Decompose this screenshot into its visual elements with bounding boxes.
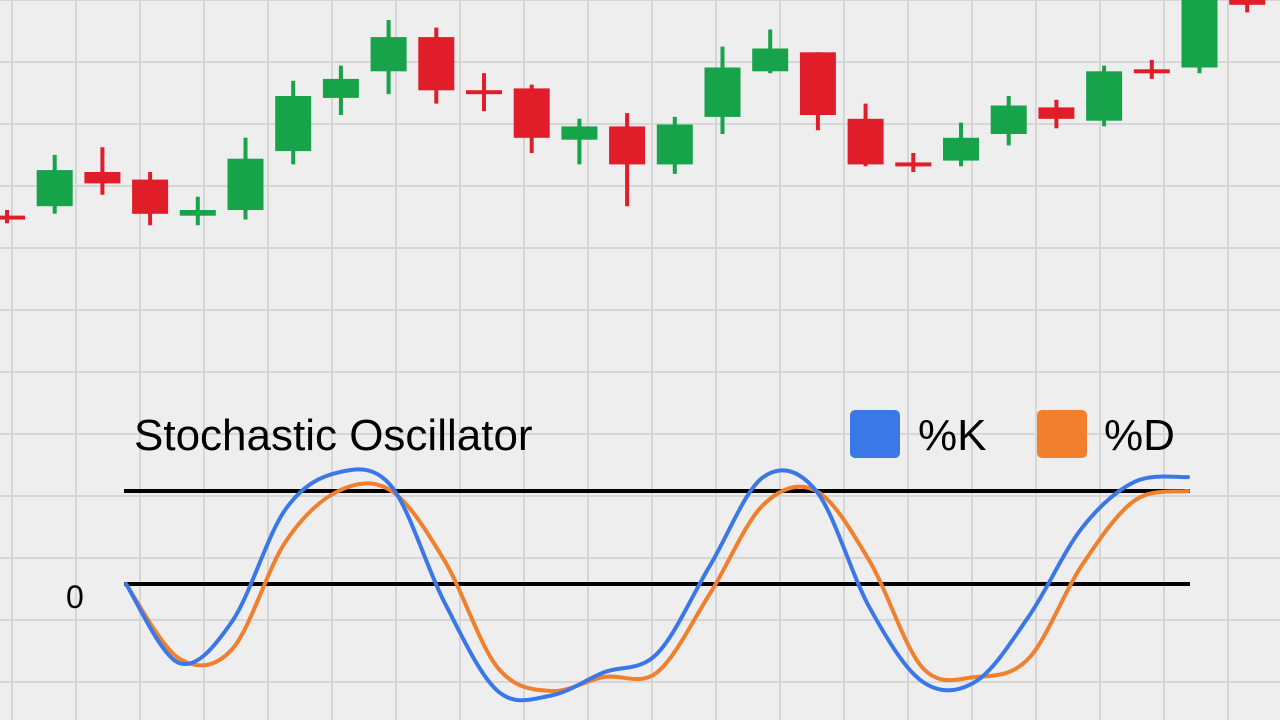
candlestick-series — [0, 0, 1266, 226]
candle-bullish — [943, 122, 979, 167]
series-line-d — [124, 481, 1190, 694]
candle-body — [1038, 107, 1075, 119]
candle-body — [799, 52, 836, 115]
candle-body — [943, 137, 979, 161]
candle-body — [1181, 0, 1218, 68]
candle-body — [227, 158, 264, 210]
candle-bullish — [561, 118, 598, 165]
candle-body — [895, 162, 932, 167]
candle-bearish — [466, 73, 502, 112]
y-tick-label-zero: 0 — [66, 579, 84, 615]
candle-bullish — [179, 196, 216, 226]
candle-bearish — [1038, 99, 1075, 129]
candle-body — [1229, 0, 1266, 5]
legend-swatch-d — [1037, 410, 1087, 458]
candle-body — [704, 67, 741, 117]
candle-bearish — [609, 113, 646, 207]
candle-body — [1133, 69, 1170, 74]
candle-body — [322, 78, 359, 98]
candle-bullish — [322, 65, 359, 115]
candle-bearish — [0, 210, 25, 224]
candle-bearish — [847, 103, 884, 167]
candle-bearish — [418, 27, 455, 104]
candle-body — [466, 90, 502, 95]
candle-bullish — [370, 20, 407, 95]
candle-bearish — [513, 84, 550, 153]
candle-body — [656, 124, 693, 165]
candle-bearish — [84, 147, 121, 195]
candle-body — [1086, 71, 1123, 121]
candle-bearish — [799, 52, 836, 131]
candle-body — [847, 118, 884, 165]
candle-body — [418, 37, 455, 91]
legend-label-k: %K — [918, 411, 986, 460]
candle-bullish — [36, 154, 73, 214]
candle-body — [609, 126, 646, 165]
legend-label-d: %D — [1104, 411, 1175, 460]
candle-bearish — [132, 172, 169, 226]
candle-body — [561, 126, 598, 140]
candle-body — [275, 96, 312, 152]
candle-bullish — [704, 46, 741, 134]
candle-bullish — [990, 96, 1027, 146]
candle-body — [990, 105, 1027, 134]
candle-body — [752, 48, 789, 72]
candle-bullish — [656, 116, 693, 174]
candle-body — [179, 210, 216, 216]
candle-body — [0, 215, 25, 220]
candle-body — [132, 179, 169, 214]
candle-bearish — [895, 153, 932, 172]
candle-bearish — [1229, 0, 1266, 13]
oscillator-lines — [124, 467, 1190, 703]
legend-swatch-k — [850, 410, 900, 458]
oscillator-title: Stochastic Oscillator — [134, 411, 533, 460]
candle-bullish — [1086, 65, 1123, 127]
candle-bullish — [227, 137, 264, 220]
series-line-k — [124, 467, 1190, 703]
candle-bullish — [752, 29, 789, 74]
candle-bearish — [1133, 59, 1170, 79]
legend: %K %D — [850, 410, 1175, 460]
candle-body — [513, 88, 550, 138]
candle-body — [36, 170, 73, 207]
candle-body — [84, 172, 121, 184]
candle-bullish — [275, 80, 312, 165]
candle-bullish — [1181, 0, 1218, 74]
candle-body — [370, 37, 407, 72]
